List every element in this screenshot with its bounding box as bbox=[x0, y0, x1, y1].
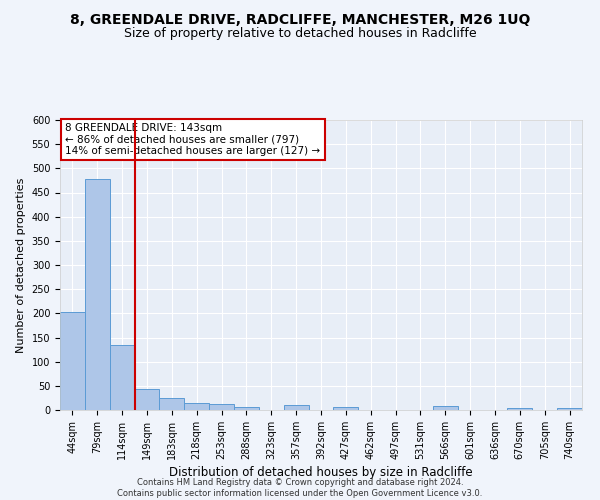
Y-axis label: Number of detached properties: Number of detached properties bbox=[16, 178, 26, 352]
Text: 8, GREENDALE DRIVE, RADCLIFFE, MANCHESTER, M26 1UQ: 8, GREENDALE DRIVE, RADCLIFFE, MANCHESTE… bbox=[70, 12, 530, 26]
Bar bbox=[508, 408, 532, 410]
X-axis label: Distribution of detached houses by size in Radcliffe: Distribution of detached houses by size … bbox=[169, 466, 473, 479]
Bar bbox=[334, 406, 358, 410]
Text: Size of property relative to detached houses in Radcliffe: Size of property relative to detached ho… bbox=[124, 28, 476, 40]
Bar bbox=[134, 389, 160, 410]
Bar bbox=[184, 403, 209, 410]
Bar bbox=[60, 312, 85, 410]
Bar bbox=[284, 405, 308, 410]
Text: Contains HM Land Registry data © Crown copyright and database right 2024.
Contai: Contains HM Land Registry data © Crown c… bbox=[118, 478, 482, 498]
Bar bbox=[85, 179, 110, 410]
Bar bbox=[433, 406, 458, 410]
Bar bbox=[234, 406, 259, 410]
Bar bbox=[160, 398, 184, 410]
Bar bbox=[557, 408, 582, 410]
Bar bbox=[110, 345, 134, 410]
Text: 8 GREENDALE DRIVE: 143sqm
← 86% of detached houses are smaller (797)
14% of semi: 8 GREENDALE DRIVE: 143sqm ← 86% of detac… bbox=[65, 123, 320, 156]
Bar bbox=[209, 404, 234, 410]
